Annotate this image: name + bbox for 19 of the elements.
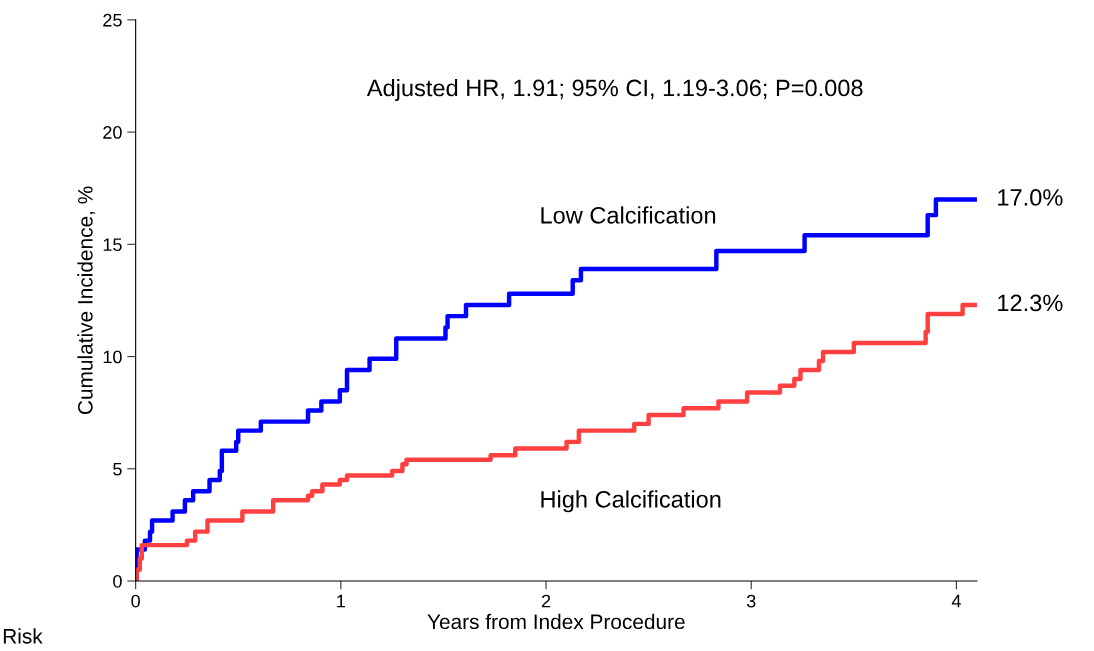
y-tick-label: 5 <box>113 462 122 476</box>
y-tick-label: 20 <box>103 126 122 139</box>
x-tick-label: 4 <box>951 594 961 608</box>
y-axis-title: Cumulative Incidence, % <box>77 186 96 415</box>
x-tick-label: 0 <box>131 594 140 608</box>
x-tick-label: 3 <box>746 594 756 608</box>
y-tick-label: 25 <box>103 13 122 27</box>
x-axis-title: Years from Index Procedure <box>427 613 685 630</box>
series-label: Low Calcification <box>541 206 716 224</box>
y-tick-label: 10 <box>103 350 122 364</box>
x-tick-label: 2 <box>541 594 551 608</box>
y-tick-label: 0 <box>113 574 122 588</box>
annotation: Adjusted HR, 1.91; 95% CI, 1.19-3.06; P=0.008 <box>366 79 863 102</box>
series-label: High Calcification <box>541 490 721 513</box>
annotation: 12.3% <box>998 294 1063 312</box>
text: Risk <box>3 628 43 644</box>
x-tick-label: 1 <box>337 594 345 608</box>
y-tick-label: 15 <box>103 238 122 252</box>
annotation: 17.0% <box>998 189 1063 206</box>
